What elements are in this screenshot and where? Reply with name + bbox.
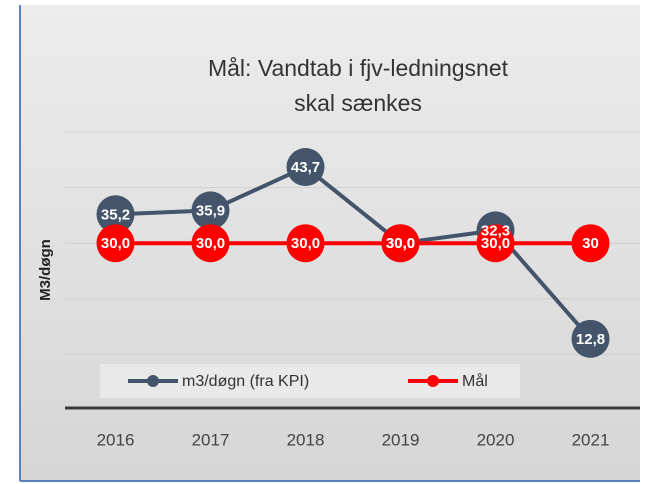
data-label: 12,8 xyxy=(576,331,605,348)
data-label: 30,0 xyxy=(101,235,130,252)
data-label: 32,3 xyxy=(481,222,510,239)
x-tick-label: 2017 xyxy=(192,430,230,449)
data-label: 30,0 xyxy=(291,235,320,252)
x-tick-label: 2021 xyxy=(572,430,610,449)
data-label: 35,2 xyxy=(101,206,130,223)
x-tick-label: 2016 xyxy=(97,430,135,449)
legend-label: m3/døgn (fra KPI) xyxy=(182,373,309,390)
data-point xyxy=(286,148,325,187)
data-point xyxy=(191,224,230,263)
data-label: 30,0 xyxy=(386,235,415,252)
legend-label: Mål xyxy=(462,372,488,390)
data-point xyxy=(381,224,420,263)
data-point xyxy=(191,191,230,230)
data-label: 30 xyxy=(582,235,599,252)
data-point xyxy=(96,224,135,263)
data-point xyxy=(286,224,325,263)
x-tick-label: 2020 xyxy=(477,430,515,449)
data-label: 30,0 xyxy=(481,235,510,252)
y-axis-label: M3/døgn xyxy=(37,239,54,301)
chart-title: skal sænkes xyxy=(294,90,422,116)
data-label: 35,9 xyxy=(196,202,225,219)
data-point xyxy=(571,319,610,358)
data-label: 30,0 xyxy=(196,235,225,252)
data-point xyxy=(476,224,515,263)
legend-marker xyxy=(427,375,439,387)
x-tick-label: 2019 xyxy=(382,430,420,449)
chart-title: Mål: Vandtab i fjv-ledningsnet xyxy=(208,55,509,81)
data-point xyxy=(96,195,135,234)
x-tick-label: 2018 xyxy=(287,430,325,449)
data-label: 43,7 xyxy=(291,159,320,176)
data-label: 30,0 xyxy=(386,235,415,252)
legend-marker xyxy=(147,375,159,387)
data-point xyxy=(571,224,610,263)
